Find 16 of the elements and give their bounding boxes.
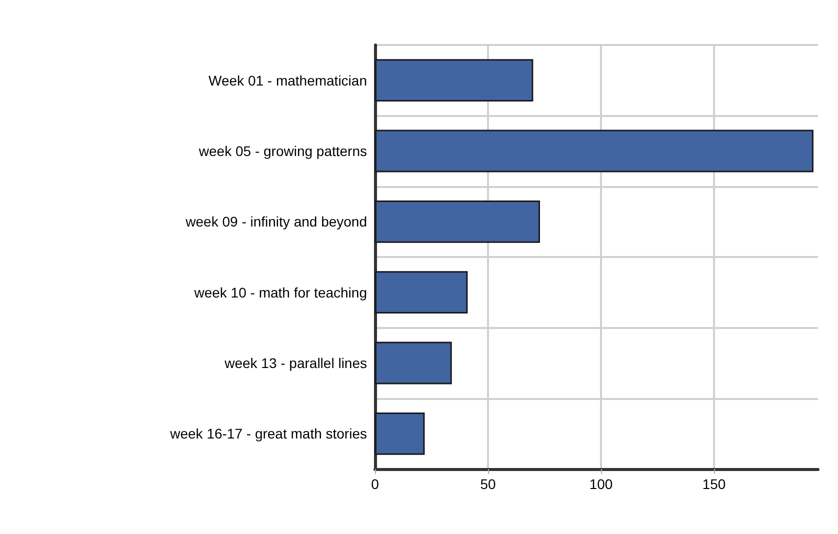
bar <box>375 130 814 172</box>
y-tick-label: Week 01 - mathematician <box>208 72 367 88</box>
y-tick-label: week 13 - parallel lines <box>224 355 367 371</box>
bar <box>375 200 540 243</box>
x-tick-label: 50 <box>480 476 496 492</box>
bar <box>375 59 534 102</box>
x-tick-label: 150 <box>702 476 726 492</box>
x-tick-label: 0 <box>371 476 380 492</box>
bar <box>375 342 452 384</box>
bar <box>375 271 468 314</box>
y-tick-label: week 10 - math for teaching <box>193 284 367 300</box>
y-tick-label: week 09 - infinity and beyond <box>184 214 367 230</box>
y-tick-label: week 05 - growing patterns <box>198 143 367 159</box>
x-tick-label: 100 <box>589 476 613 492</box>
y-tick-label: week 16-17 - great math stories <box>169 426 367 442</box>
bar <box>375 412 425 455</box>
